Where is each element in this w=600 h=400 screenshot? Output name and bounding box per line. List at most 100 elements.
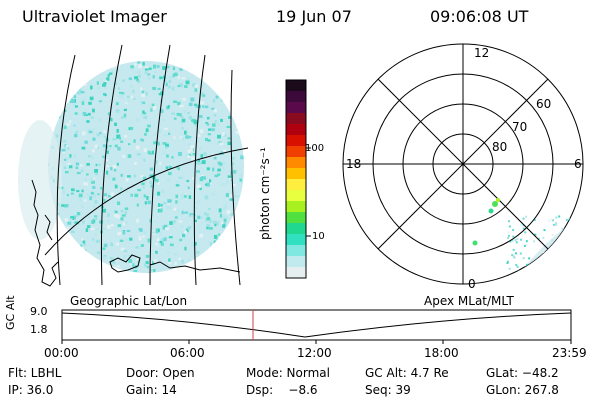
aurora-pixel — [204, 137, 208, 142]
aurora-pixel — [204, 195, 209, 200]
aurora-pixel — [187, 112, 190, 115]
aurora-pixel — [120, 116, 125, 119]
aurora-pixel — [202, 94, 206, 97]
aurora-pixel — [61, 189, 66, 194]
aurora-pixel — [133, 174, 137, 178]
polar-pixel — [509, 240, 512, 243]
aurora-pixel — [195, 104, 199, 108]
dsp-readout: Dsp: −8.6 — [246, 383, 318, 397]
aurora-pixel — [111, 65, 115, 69]
aurora-pixel — [188, 259, 191, 262]
aurora-pixel — [122, 230, 126, 235]
aurora-pixel — [167, 105, 170, 109]
aurora-pixel — [197, 158, 201, 162]
aurora-pixel — [90, 227, 95, 231]
aurora-pixel — [71, 245, 76, 250]
aurora-pixel — [181, 259, 184, 264]
aurora-pixel — [223, 149, 227, 153]
aurora-pixel — [117, 87, 120, 90]
aurora-pixel — [81, 70, 86, 75]
aurora-pixel — [127, 175, 131, 178]
polar-pixel — [564, 239, 567, 242]
polar-label-bottom: 0 — [468, 277, 476, 291]
time-label: 09:06:08 UT — [430, 7, 529, 26]
aurora-pixel — [229, 194, 233, 198]
aurora-pixel — [183, 66, 186, 70]
aurora-pixel — [130, 65, 134, 69]
polar-pixel — [516, 265, 519, 268]
aurora-pixel — [199, 115, 203, 118]
aurora-pixel — [209, 179, 212, 183]
aurora-pixel — [129, 237, 133, 241]
aurora-pixel — [112, 61, 116, 64]
aurora-pixel — [216, 238, 221, 243]
polar-pixel — [560, 268, 563, 271]
aurora-pixel — [99, 131, 102, 135]
aurora-pixel — [147, 200, 151, 205]
aurora-pixel — [228, 115, 231, 120]
aurora-pixel — [238, 258, 243, 263]
aurora-pixel — [62, 62, 66, 65]
aurora-pixel — [154, 181, 158, 185]
aurora-pixel — [74, 105, 78, 108]
aurora-pixel — [112, 165, 117, 169]
aurora-pixel — [121, 91, 125, 95]
aurora-pixel — [159, 231, 162, 236]
aurora-pixel — [182, 97, 186, 101]
aurora-pixel — [135, 145, 140, 150]
aurora-pixel — [102, 271, 107, 273]
aurora-pixel — [110, 167, 113, 171]
aurora-pixel — [87, 216, 91, 219]
aurora-pixel — [70, 192, 74, 195]
aurora-pixel — [233, 170, 237, 174]
aurora-pixel — [204, 183, 208, 186]
aurora-pixel — [187, 228, 190, 231]
polar-pixel — [551, 218, 554, 221]
aurora-pixel — [194, 88, 198, 92]
colorbar-segment — [286, 80, 306, 92]
polar-pixel — [528, 257, 531, 260]
aurora-pixel — [206, 182, 210, 187]
aurora-pixel — [180, 230, 184, 233]
aurora-pixel — [115, 259, 118, 262]
aurora-pixel — [96, 251, 101, 255]
aurora-pixel — [230, 178, 233, 182]
aurora-pixel — [78, 198, 82, 202]
aurora-pixel — [133, 97, 136, 100]
polar-pixel — [534, 266, 537, 269]
aurora-pixel — [238, 213, 242, 217]
aurora-pixel — [86, 120, 90, 123]
aurora-pixel — [179, 113, 182, 117]
aurora-pixel — [109, 61, 114, 64]
aurora-pixel — [218, 208, 222, 213]
aurora-pixel — [143, 112, 147, 115]
timeline-xtick: 00:00 — [44, 346, 79, 360]
aurora-pixel — [149, 174, 154, 178]
aurora-pixel — [83, 83, 87, 86]
aurora-pixel — [186, 77, 190, 81]
aurora-pixel — [190, 214, 195, 218]
polar-pixel — [546, 242, 549, 245]
polar-pixel — [555, 252, 558, 255]
aurora-pixel — [200, 154, 203, 158]
aurora-pixel — [244, 238, 247, 241]
aurora-pixel — [81, 220, 85, 224]
aurora-pixel — [111, 257, 114, 261]
aurora-pixel — [157, 206, 162, 210]
aurora-pixel — [217, 122, 220, 127]
polar-pixel — [548, 219, 551, 222]
aurora-pixel — [244, 202, 246, 205]
aurora-pixel — [183, 231, 188, 234]
aurora-pixel — [118, 136, 122, 140]
aurora-pixel — [94, 144, 98, 149]
aurora-pixel — [179, 238, 183, 242]
aurora-pixel — [212, 123, 216, 127]
aurora-pixel — [64, 260, 69, 264]
seq-readout: Seq: 39 — [365, 383, 411, 397]
aurora-pixel — [227, 238, 232, 242]
aurora-pixel — [70, 218, 73, 221]
aurora-pixel — [168, 258, 171, 262]
aurora-pixel — [66, 147, 70, 150]
polar-pixel — [542, 285, 544, 287]
aurora-pixel — [102, 227, 107, 231]
